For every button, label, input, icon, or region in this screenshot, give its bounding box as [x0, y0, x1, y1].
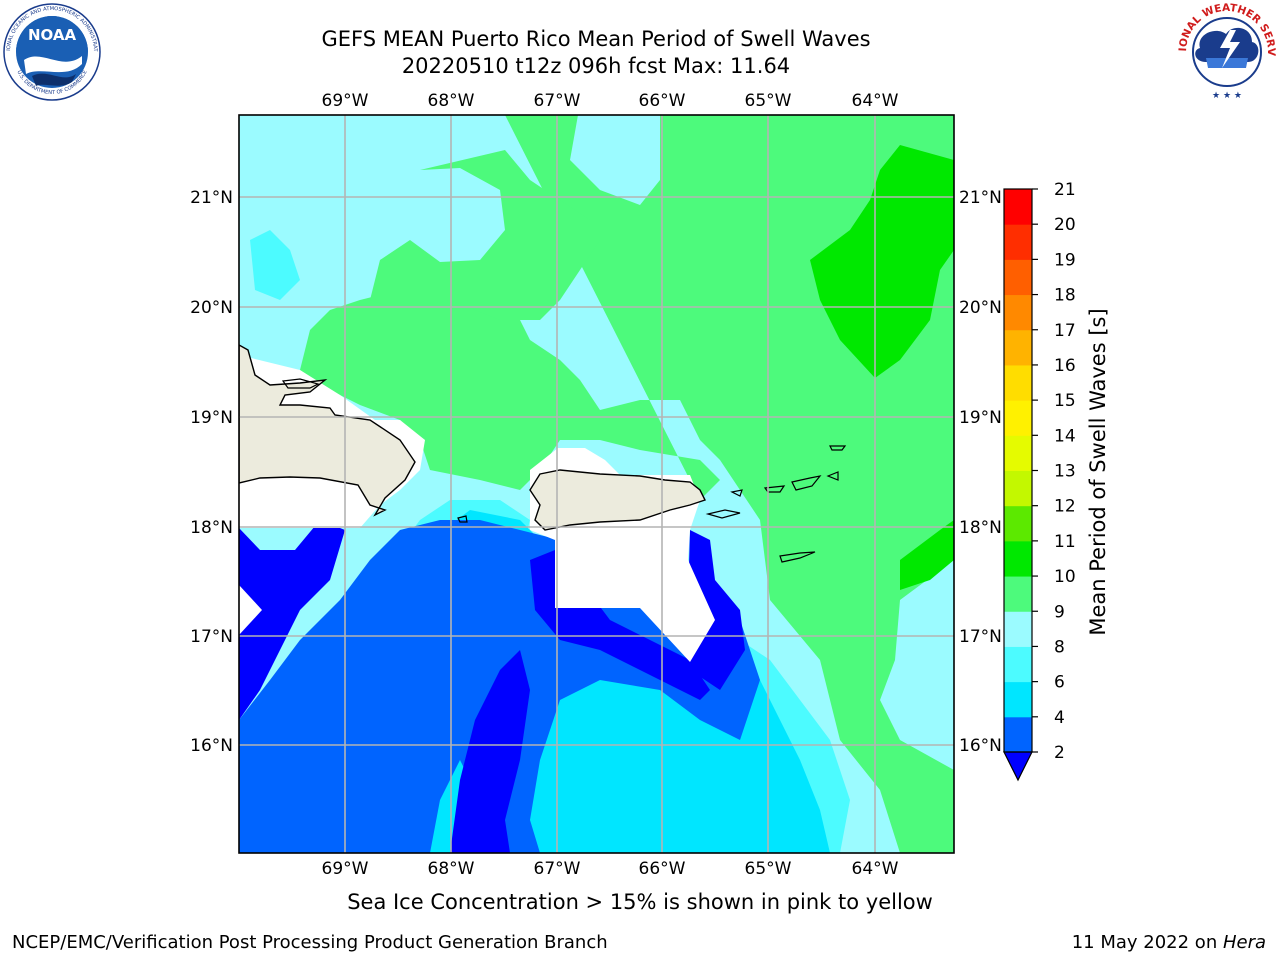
- colorbar-tick-label: 16: [1054, 356, 1076, 376]
- colorbar-tick-label: 8: [1054, 637, 1065, 657]
- colorbar-tick-label: 13: [1054, 462, 1076, 482]
- contour-below-2-south: [450, 650, 530, 853]
- colorbar-tick-label: 9: [1054, 602, 1065, 622]
- colorbar-segment: [1004, 505, 1032, 542]
- colorbar: 2 4 6 8 9 10 11 12 13 14 15 16 17 18 19 20 21: [1003, 180, 1076, 782]
- contour-6-8-north-patch: [250, 230, 300, 300]
- contour-field: [239, 115, 954, 853]
- land-hispaniola: [239, 344, 416, 517]
- lat-label-right: 18°N: [959, 518, 1002, 538]
- svg-text:★ ★ ★: ★ ★ ★: [1212, 91, 1242, 101]
- mask-hispaniola-sw: [239, 585, 262, 635]
- colorbar-segment: [1004, 364, 1032, 401]
- lat-label-right: 19°N: [959, 408, 1002, 428]
- colorbar-segment: [1004, 329, 1032, 366]
- colorbar-underflow-arrow: [1003, 751, 1033, 782]
- lat-label-left: 16°N: [190, 736, 233, 756]
- island-culebra: [730, 489, 743, 497]
- island-st-croix: [779, 551, 816, 563]
- colorbar-segment: [1004, 646, 1032, 683]
- colorbar-tick-label: 12: [1054, 497, 1076, 517]
- colorbar-segment: [1004, 681, 1032, 718]
- lat-label-left: 17°N: [190, 627, 233, 647]
- lat-label-right: 16°N: [959, 736, 1002, 756]
- lon-label-top: 65°W: [745, 91, 792, 111]
- lat-label-left: 18°N: [190, 518, 233, 538]
- footer-host: Hera: [1222, 932, 1266, 953]
- colorbar-tick-label: 2: [1054, 743, 1065, 763]
- colorbar-tick-label: 17: [1054, 321, 1076, 341]
- lon-label-top: 64°W: [852, 91, 899, 111]
- colorbar-tick-label: 21: [1054, 180, 1076, 200]
- lat-label-left: 19°N: [190, 408, 233, 428]
- lon-label-bottom: 66°W: [639, 859, 686, 879]
- noaa-logo-icon: NOAA NATIONAL OCEANIC AND ATMOSPHERIC AD…: [2, 2, 101, 101]
- colorbar-segment: [1004, 611, 1032, 647]
- lon-label-top: 67°W: [534, 91, 581, 111]
- lat-label-right: 20°N: [959, 298, 1002, 318]
- colorbar-tick-label: 10: [1054, 567, 1076, 587]
- colorbar-segment: [1004, 576, 1032, 612]
- colorbar-segment: [1004, 400, 1032, 436]
- nws-logo-icon: NATIONAL WEATHER SERVICE ★ ★ ★: [1176, 2, 1277, 101]
- colorbar-segment: [1004, 294, 1032, 331]
- colorbar-segment: [1004, 224, 1032, 260]
- island-vieques: [705, 509, 741, 519]
- contour-below-2-east: [688, 530, 745, 690]
- colorbar-segment: [1004, 470, 1032, 507]
- lon-label-bottom: 69°W: [322, 859, 369, 879]
- colorbar-segment: [1004, 259, 1032, 296]
- lon-label-top: 69°W: [322, 91, 369, 111]
- lon-label-bottom: 67°W: [534, 859, 581, 879]
- contour-10-11-se: [900, 520, 954, 590]
- island-inagua: [281, 378, 320, 389]
- colorbar-tick-label: 19: [1054, 250, 1076, 270]
- sea-ice-note: Sea Ice Concentration > 15% is shown in …: [347, 890, 933, 914]
- colorbar-segment: [1004, 716, 1032, 753]
- colorbar-tick-label: 11: [1054, 532, 1076, 552]
- noaa-logo-text: NOAA: [28, 26, 77, 44]
- lon-label-bottom: 65°W: [745, 859, 792, 879]
- island-mona: [457, 515, 468, 523]
- chart-title-line1: GEFS MEAN Puerto Rico Mean Period of Swe…: [321, 27, 871, 51]
- colorbar-tick-label: 20: [1054, 215, 1076, 235]
- colorbar-tick-label: 14: [1054, 426, 1076, 446]
- lat-label-left: 20°N: [190, 298, 233, 318]
- footer-date-text: 11 May 2022 on: [1071, 932, 1223, 953]
- contour-10-11-east: [810, 145, 954, 378]
- map-frame: [238, 114, 955, 854]
- island-anegada: [829, 445, 847, 451]
- lon-label-top: 66°W: [639, 91, 686, 111]
- lon-label-bottom: 64°W: [852, 859, 899, 879]
- island-bvi: [791, 475, 822, 491]
- chart-title-line2: 20220510 t12z 096h fcst Max: 11.64: [401, 54, 791, 78]
- colorbar-segment: [1004, 435, 1032, 471]
- colorbar-tick-label: 18: [1054, 286, 1076, 306]
- lat-label-right: 17°N: [959, 627, 1002, 647]
- lat-label-right: 21°N: [959, 188, 1002, 208]
- lat-label-left: 21°N: [190, 188, 233, 208]
- lon-label-top: 68°W: [428, 91, 475, 111]
- colorbar-segment: [1004, 540, 1032, 577]
- contour-9-10-northwest: [370, 150, 600, 320]
- colorbar-label: Mean Period of Swell Waves [s]: [1086, 308, 1110, 635]
- footer-credit: NCEP/EMC/Verification Post Processing Pr…: [12, 932, 608, 953]
- footer-date: 11 May 2022 on Hera: [1072, 932, 1266, 953]
- island-anguilla: [826, 471, 839, 481]
- colorbar-segment: [1004, 189, 1032, 225]
- colorbar-tick-label: 6: [1054, 673, 1065, 693]
- graticule: [239, 115, 954, 853]
- contour-below-2-west: [239, 520, 345, 720]
- lon-label-bottom: 68°W: [428, 859, 475, 879]
- colorbar-tick-label: 15: [1054, 391, 1076, 411]
- island-st-thomas: [763, 485, 786, 493]
- colorbar-tick-label: 4: [1054, 708, 1065, 728]
